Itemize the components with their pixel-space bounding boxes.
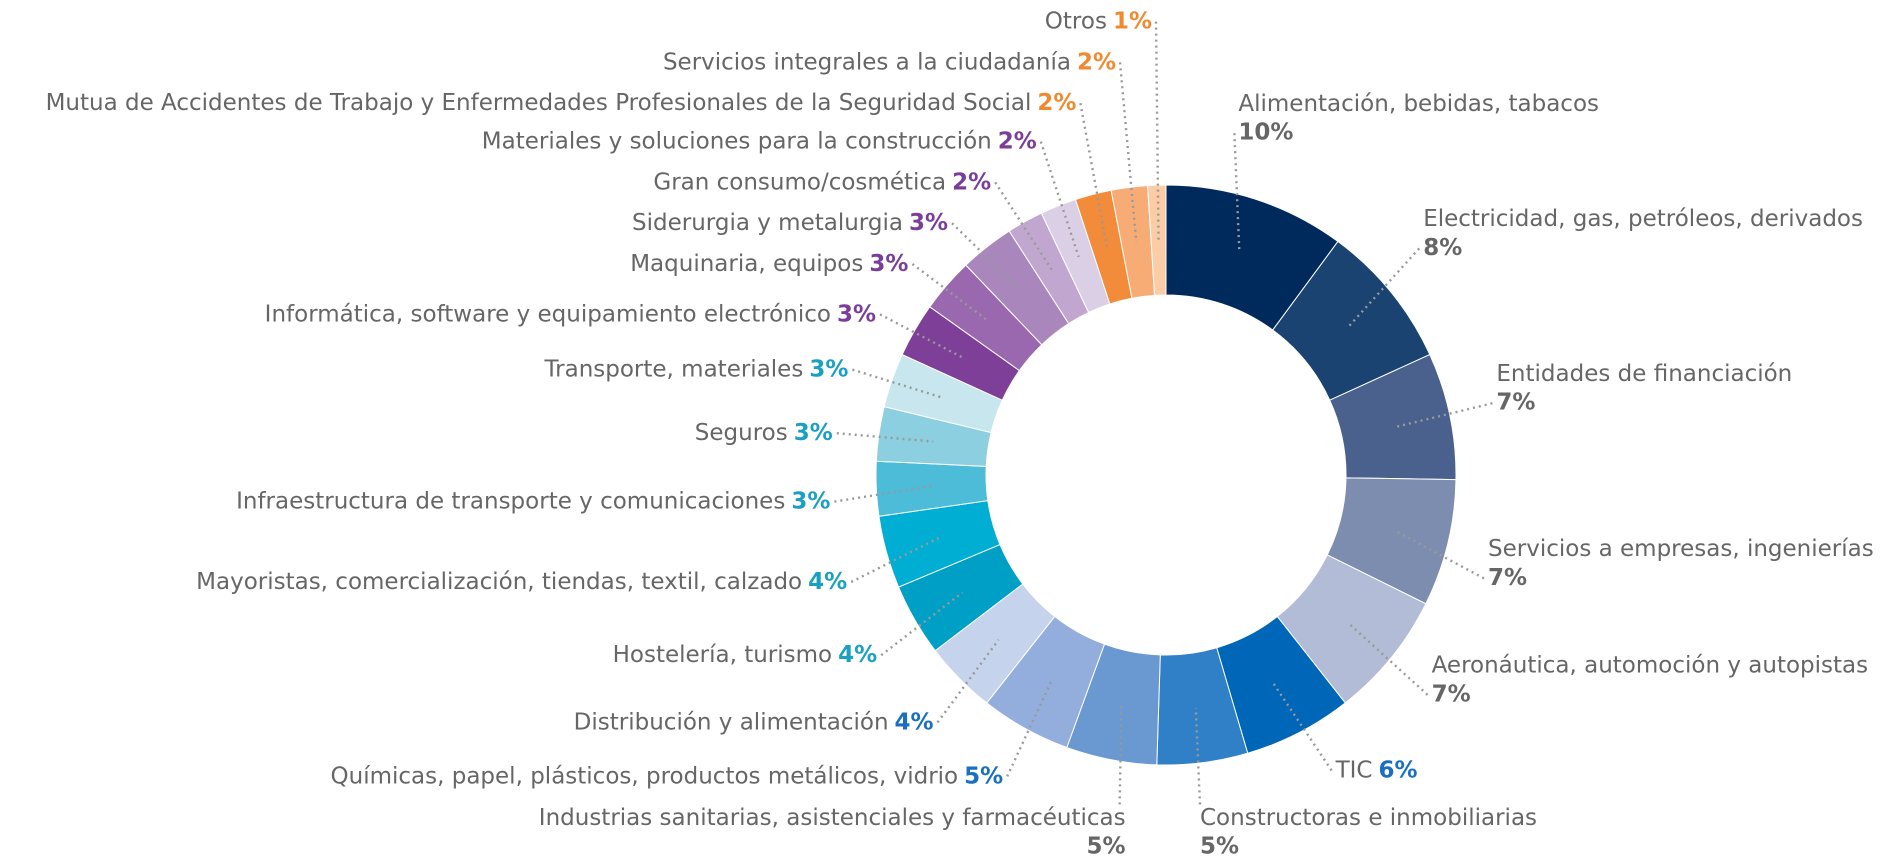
value-label: 2% xyxy=(952,169,991,195)
leader-line xyxy=(1393,529,1485,580)
leader-line xyxy=(1118,705,1123,805)
value-label: 6% xyxy=(1379,757,1418,783)
value-label: 3% xyxy=(869,251,908,277)
leader-line xyxy=(1395,402,1493,429)
labels: Alimentación, bebidas, tabacos 10% Electri… xyxy=(46,8,1874,860)
category-name: Seguros xyxy=(695,420,788,446)
slice-label: Químicas, papel, plásticos, productos me… xyxy=(331,763,1004,789)
slice-label: Hostelería, turismo 4% xyxy=(613,642,878,668)
leader-line xyxy=(880,591,964,657)
category-name: Servicios a empresas, ingenierías xyxy=(1488,536,1874,562)
category-name: Distribución y alimentación xyxy=(574,709,889,735)
value-label: 10% xyxy=(1238,120,1293,146)
category-name: Electricidad, gas, petróleos, derivados xyxy=(1423,206,1863,232)
value-label: 5% xyxy=(1087,834,1126,860)
category-name: Otros xyxy=(1045,8,1107,34)
slice-label: Servicios integrales a la ciudadanía 2% xyxy=(663,49,1116,75)
category-name: Entidades de financiación xyxy=(1496,361,1792,387)
value-label: 3% xyxy=(809,356,848,382)
slice-label: Transporte, materiales 3% xyxy=(543,356,848,382)
slices xyxy=(875,184,1457,766)
category-name: Químicas, papel, plásticos, productos me… xyxy=(331,763,959,789)
value-label: 7% xyxy=(1488,565,1527,591)
value-label: 3% xyxy=(794,420,833,446)
donut-slice xyxy=(1147,184,1167,296)
value-label: 4% xyxy=(838,642,877,668)
value-label: 4% xyxy=(808,569,847,595)
leader-line xyxy=(1194,708,1202,805)
slice-label: TIC 6% xyxy=(1335,757,1418,783)
leader-line xyxy=(911,263,990,323)
category-name: Siderurgia y metalurgia xyxy=(632,210,903,236)
value-label: 2% xyxy=(1077,49,1116,75)
slice-label: Infraestructura de transporte y comunica… xyxy=(236,488,830,514)
category-name: Transporte, materiales xyxy=(543,356,803,382)
slice-label: Siderurgia y metalurgia 3% xyxy=(632,210,948,236)
category-name: TIC xyxy=(1335,757,1373,783)
slice-label: Mutua de Accidentes de Trabajo y Enferme… xyxy=(46,90,1077,116)
value-label: 7% xyxy=(1496,390,1535,416)
slice-label: Gran consumo/cosmética 2% xyxy=(653,169,991,195)
leader-line xyxy=(836,432,934,443)
value-label: 7% xyxy=(1432,681,1471,707)
category-name: Mayoristas, comercialización, tiendas, t… xyxy=(196,569,802,595)
leader-line xyxy=(936,639,1000,724)
category-name: Mutua de Accidentes de Trabajo y Enferme… xyxy=(46,90,1032,116)
category-name: Constructoras e inmobiliarias xyxy=(1200,805,1537,831)
category-name: Hostelería, turismo xyxy=(613,642,833,668)
leader-line xyxy=(1079,102,1109,248)
category-name: Maquinaria, equipos xyxy=(630,251,863,277)
value-label: 1% xyxy=(1113,8,1152,34)
leader-line xyxy=(850,536,941,584)
leader-line xyxy=(1233,133,1241,252)
slice-label: Informática, software y equipamiento ele… xyxy=(265,301,876,327)
value-label: 2% xyxy=(998,128,1037,154)
category-name: Alimentación, bebidas, tabacos xyxy=(1238,91,1599,117)
category-name: Aeronáutica, automoción y autopistas xyxy=(1432,653,1869,679)
slice-label: Maquinaria, equipos 3% xyxy=(630,251,908,277)
category-name: Gran consumo/cosmética xyxy=(653,169,946,195)
leader-line xyxy=(852,368,945,400)
leaders xyxy=(834,21,1493,805)
value-label: 3% xyxy=(837,301,876,327)
slice-label: Otros 1% xyxy=(1045,8,1152,34)
value-label: 3% xyxy=(909,210,948,236)
value-label: 5% xyxy=(1200,834,1239,860)
leader-line xyxy=(1118,62,1138,242)
category-name: Servicios integrales a la ciudadanía xyxy=(663,49,1071,75)
leader-line xyxy=(1154,21,1160,241)
slice-label: Materiales y soluciones para la construc… xyxy=(482,128,1037,154)
category-name: Informática, software y equipamiento ele… xyxy=(265,301,831,327)
value-label: 5% xyxy=(964,763,1003,789)
value-label: 2% xyxy=(1037,90,1076,116)
value-label: 4% xyxy=(895,709,934,735)
slice-label: Distribución y alimentación 4% xyxy=(574,709,934,735)
leader-line xyxy=(834,484,932,503)
value-label: 8% xyxy=(1423,235,1462,261)
category-name: Materiales y soluciones para la construc… xyxy=(482,128,992,154)
value-label: 3% xyxy=(791,488,830,514)
category-name: Industrias sanitarias, asistenciales y f… xyxy=(539,805,1126,831)
slice-label: Mayoristas, comercialización, tiendas, t… xyxy=(196,569,847,595)
leader-line xyxy=(1039,141,1080,258)
slice-label: Seguros 3% xyxy=(695,420,833,446)
leader-line xyxy=(951,222,1022,292)
category-name: Infraestructura de transporte y comunica… xyxy=(236,488,785,514)
